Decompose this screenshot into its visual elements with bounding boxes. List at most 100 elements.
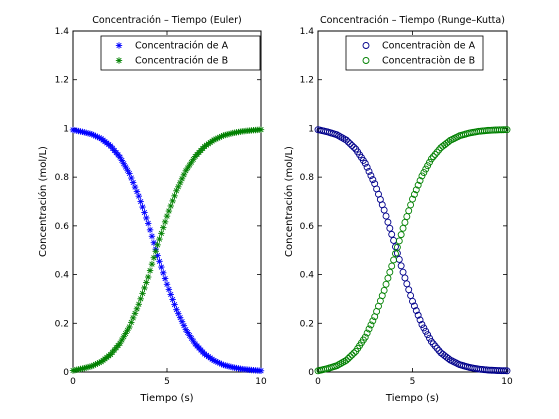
series-b bbox=[69, 126, 265, 374]
y-tick-label: 1.2 bbox=[55, 76, 69, 86]
y-tick-label: 1 bbox=[308, 124, 314, 134]
data-point bbox=[171, 192, 178, 200]
data-point bbox=[161, 275, 169, 282]
data-point bbox=[393, 243, 401, 251]
data-point bbox=[503, 367, 511, 375]
chart-runge-kutta: Concentración – Tiempo (Runge–Kutta) Tie… bbox=[283, 15, 513, 404]
legend-label-b: Concentraciòn de B bbox=[382, 56, 475, 67]
data-point bbox=[503, 126, 511, 134]
x-tick-label: 0 bbox=[70, 377, 76, 387]
data-point bbox=[416, 316, 424, 324]
legend-marker-b bbox=[362, 57, 370, 64]
data-point bbox=[435, 146, 443, 154]
data-point bbox=[171, 301, 178, 308]
data-point bbox=[124, 167, 131, 174]
y-tick-label: 0.2 bbox=[55, 319, 69, 329]
data-point bbox=[165, 286, 173, 293]
data-point bbox=[365, 167, 373, 175]
y-tick-label: 0 bbox=[308, 368, 314, 378]
data-point bbox=[346, 140, 354, 148]
data-point bbox=[144, 273, 152, 281]
y-tick-label: 0.2 bbox=[300, 319, 314, 329]
data-point bbox=[367, 321, 375, 329]
data-point bbox=[154, 241, 161, 249]
data-point bbox=[410, 302, 418, 310]
data-point bbox=[444, 138, 452, 146]
data-point bbox=[160, 224, 167, 231]
data-point bbox=[409, 195, 416, 203]
y-tick-label: 0.6 bbox=[55, 222, 70, 232]
data-point bbox=[335, 361, 343, 369]
legend-marker-b bbox=[115, 57, 123, 64]
data-point bbox=[169, 296, 176, 303]
plot-area bbox=[72, 30, 262, 373]
data-point bbox=[384, 274, 392, 282]
data-point bbox=[412, 186, 420, 194]
x-tick-label: 5 bbox=[410, 377, 416, 387]
data-point bbox=[361, 333, 369, 341]
series-a bbox=[69, 126, 265, 374]
data-point bbox=[150, 254, 158, 261]
data-point bbox=[422, 165, 430, 173]
data-point bbox=[384, 218, 392, 226]
data-point bbox=[382, 212, 390, 220]
x-tick-label: 10 bbox=[255, 377, 267, 387]
legend-marker-a bbox=[362, 42, 370, 49]
data-point bbox=[335, 132, 343, 140]
data-point bbox=[363, 163, 371, 171]
data-point bbox=[163, 212, 171, 220]
data-point bbox=[160, 269, 167, 277]
series-group bbox=[314, 126, 511, 375]
data-point bbox=[139, 203, 146, 211]
data-point bbox=[390, 256, 398, 264]
chart-title: Concentración – Tiempo (Euler) bbox=[92, 15, 241, 26]
y-tick-label: 1.4 bbox=[300, 27, 315, 37]
data-point bbox=[429, 340, 437, 348]
data-point bbox=[141, 209, 148, 216]
legend-box bbox=[345, 35, 484, 71]
series-group bbox=[69, 126, 265, 374]
y-tick-label: 1.2 bbox=[300, 76, 314, 86]
data-point bbox=[363, 329, 371, 337]
chart-title: Concentración – Tiempo (Runge–Kutta) bbox=[320, 15, 505, 26]
data-point bbox=[424, 331, 432, 339]
data-point bbox=[339, 359, 347, 366]
data-point bbox=[161, 218, 169, 226]
data-point bbox=[410, 190, 418, 198]
data-point bbox=[426, 334, 433, 342]
data-point bbox=[148, 233, 156, 240]
data-point bbox=[431, 150, 439, 158]
data-point bbox=[135, 192, 143, 200]
series-a bbox=[314, 126, 511, 375]
chart-euler: Concentración – Tiempo (Euler) Tiempo (s… bbox=[37, 15, 267, 404]
data-point bbox=[365, 325, 373, 333]
data-point bbox=[427, 155, 435, 163]
data-point bbox=[348, 351, 356, 359]
legend: Concentraciòn de A Concentraciòn de B bbox=[345, 35, 484, 71]
data-point bbox=[418, 321, 426, 328]
data-point bbox=[135, 301, 143, 308]
data-point bbox=[144, 220, 152, 227]
data-point bbox=[148, 260, 156, 268]
data-point bbox=[137, 198, 144, 205]
data-point bbox=[165, 207, 173, 215]
data-point bbox=[388, 262, 396, 270]
data-point bbox=[175, 310, 182, 317]
data-point bbox=[339, 134, 347, 142]
data-point bbox=[348, 142, 356, 149]
data-point bbox=[369, 317, 377, 325]
data-point bbox=[501, 367, 509, 375]
legend: Concentración de A Concentración de B bbox=[100, 35, 261, 71]
data-point bbox=[346, 353, 354, 361]
y-tick-label: 0.6 bbox=[300, 222, 315, 232]
data-point bbox=[342, 136, 350, 144]
data-point bbox=[169, 197, 176, 205]
data-point bbox=[141, 284, 148, 292]
x-tick-label: 0 bbox=[315, 377, 321, 387]
ticks: 0 5 10 0 0.2 0.4 0.6 0.8 1 1.2 1.4 bbox=[55, 27, 267, 387]
data-point bbox=[388, 230, 396, 238]
series-b bbox=[314, 126, 511, 375]
y-tick-label: 0.4 bbox=[300, 271, 315, 281]
data-point bbox=[420, 169, 428, 176]
